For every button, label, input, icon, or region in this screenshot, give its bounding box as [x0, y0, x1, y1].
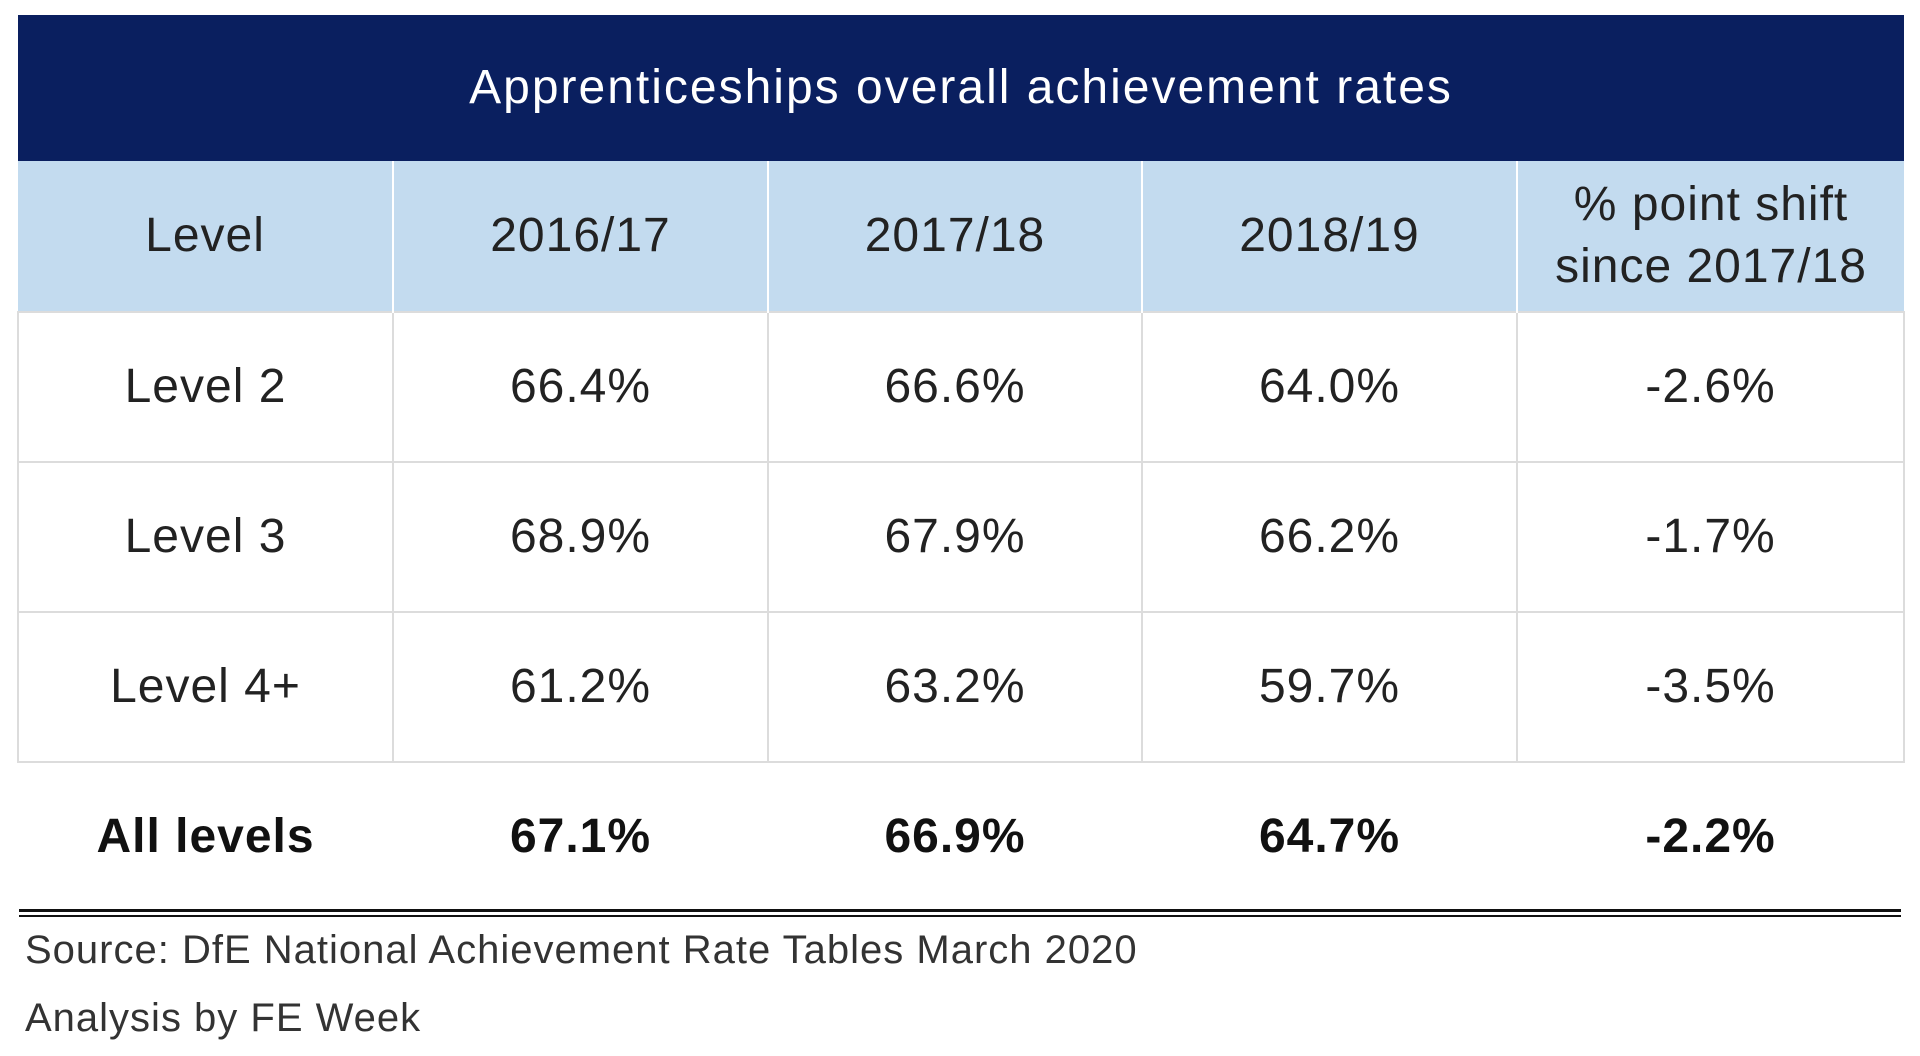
data-row: Level 4+ 61.2% 63.2% 59.7% -3.5% — [17, 611, 1906, 763]
title-row: Apprenticeships overall achievement rate… — [18, 15, 1905, 161]
data-cell: 68.9% — [392, 461, 769, 613]
data-cell: 66.2% — [1141, 461, 1518, 613]
data-cell: Level 2 — [17, 311, 394, 463]
data-cell: 63.2% — [767, 611, 1143, 763]
data-cell: 66.4% — [392, 311, 769, 463]
data-cell: 61.2% — [392, 611, 769, 763]
header-row: Level 2016/17 2017/18 2018/19% point shift … — [18, 161, 1905, 312]
data-cell: 67.9% — [767, 461, 1143, 613]
header-cell: Level — [18, 161, 393, 312]
total-cell: 64.7% — [1258, 810, 1401, 863]
data-cell: -2.6% — [1515, 311, 1906, 463]
data-cell: Level 3 — [17, 461, 394, 613]
data-cell: -3.5% — [1515, 611, 1906, 763]
total-cell: 66.9% — [884, 810, 1026, 863]
header-cell: % point shift since 2017/18 — [1515, 161, 1905, 312]
header-cell: 2017/18 — [767, 161, 1142, 312]
header-cell: 2018/19 — [1141, 161, 1517, 312]
table-body: Apprenticeships overall achievement rate… — [17, 15, 1906, 911]
data-cell: 59.7% — [1141, 611, 1518, 763]
data-row: Level 2 66.4% 66.6% 64.0% -2.6% — [17, 311, 1906, 463]
data-cell: Level 4+ — [17, 611, 394, 763]
total-cell: -2.2% — [1645, 810, 1776, 863]
total-cell: All levels — [96, 810, 315, 863]
data-cell: 64.0% — [1141, 311, 1518, 463]
table-title: Apprenticeships overall achievement rate… — [18, 15, 1905, 161]
achievement-table: Apprenticeships overall achievement rate… — [17, 15, 1906, 911]
data-cell: -1.7% — [1515, 461, 1906, 613]
rule — [19, 915, 1901, 917]
data-row: Level 3 68.9% 67.9% 66.2% -1.7% — [17, 461, 1906, 613]
data-cell: 66.6% — [767, 311, 1143, 463]
header-cell: 2016/17 — [392, 161, 768, 312]
rule — [19, 909, 1901, 912]
total-cell: 67.1% — [509, 810, 652, 863]
analysis-note: Analysis by FE Week — [25, 996, 422, 1040]
total-row: All levels 67.1% 66.9% 64.7% -2.2% — [18, 762, 1904, 911]
source-note: Source: DfE National Achievement Rate Ta… — [25, 928, 1138, 972]
